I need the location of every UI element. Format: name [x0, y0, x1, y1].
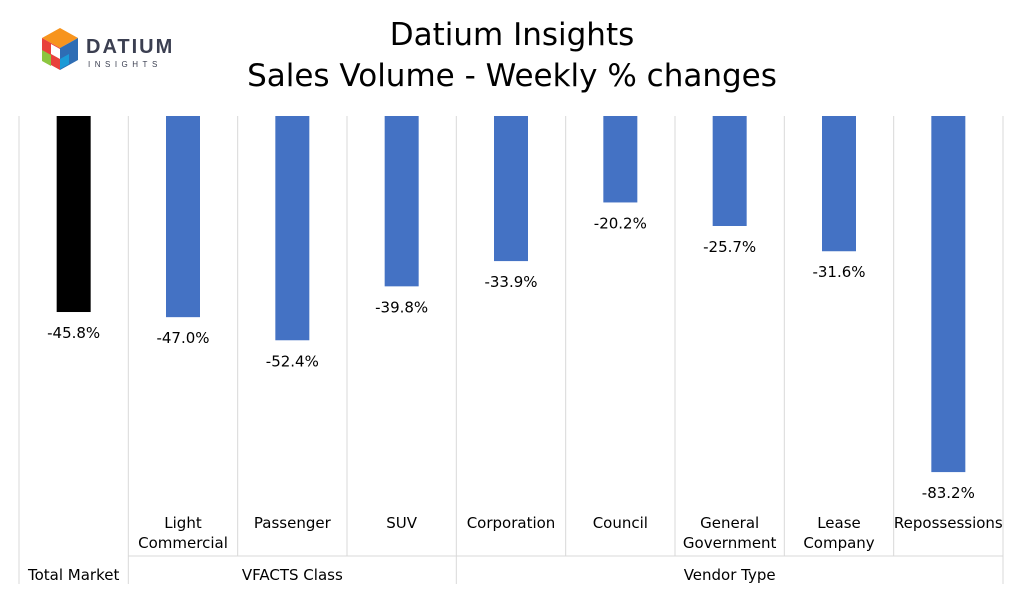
category-label: Company: [803, 534, 874, 552]
chart-subtitle: Sales Volume - Weekly % changes: [247, 58, 777, 94]
logo-sub: INSIGHTS: [88, 60, 162, 69]
group-label: Total Market: [27, 566, 119, 584]
group-label: Vendor Type: [684, 566, 776, 584]
category-label: General: [700, 514, 759, 532]
bar-5: [603, 116, 638, 203]
data-label-7: -31.6%: [812, 263, 865, 281]
data-label-3: -39.8%: [375, 298, 428, 316]
bar-3: [384, 116, 419, 287]
category-label: Light: [164, 514, 202, 532]
data-label-4: -33.9%: [484, 273, 537, 291]
category-label: Commercial: [138, 534, 228, 552]
data-label-5: -20.2%: [594, 214, 647, 232]
logo-brand: DATIUM: [86, 36, 174, 58]
category-label: Corporation: [467, 514, 556, 532]
data-label-0: -45.8%: [47, 324, 100, 342]
category-label: Passenger: [254, 514, 332, 532]
category-label: Repossessions: [894, 514, 1003, 532]
bar-6: [712, 116, 747, 226]
category-label: Council: [593, 514, 648, 532]
bar-2: [275, 116, 310, 341]
bar-0: [56, 116, 91, 313]
bar-8: [931, 116, 966, 473]
category-label: Government: [683, 534, 777, 552]
category-label: Lease: [817, 514, 861, 532]
data-label-2: -52.4%: [266, 352, 319, 370]
group-label: VFACTS Class: [242, 566, 343, 584]
category-label: SUV: [386, 514, 418, 532]
data-label-6: -25.7%: [703, 238, 756, 256]
datium-cube-icon: [42, 28, 78, 70]
bar-1: [166, 116, 200, 318]
chart-title: Datium Insights: [389, 17, 635, 53]
data-label-1: -47.0%: [156, 329, 209, 347]
bar-7: [822, 116, 856, 252]
data-label-8: -83.2%: [922, 484, 975, 502]
bar-4: [494, 116, 528, 262]
datium-logo: DATIUM INSIGHTS: [42, 28, 174, 70]
